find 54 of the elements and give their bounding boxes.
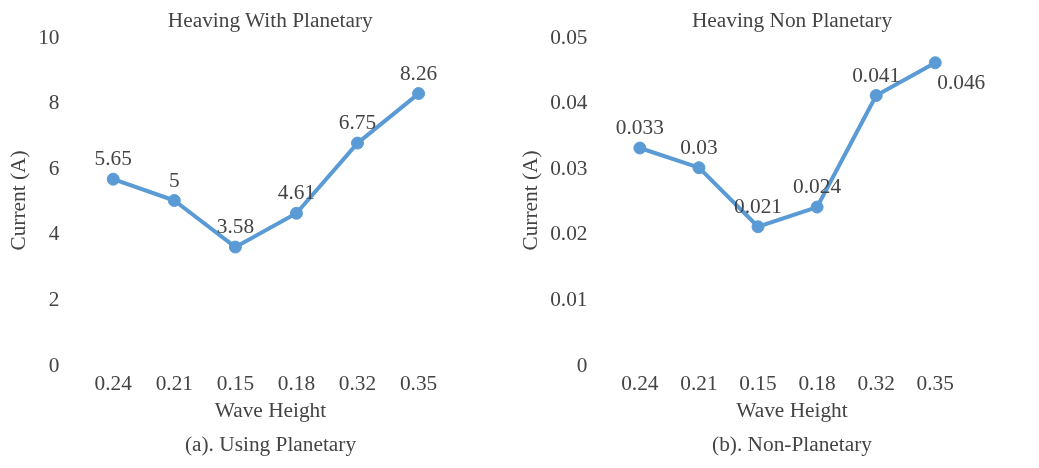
x-tick-label: 0.32 bbox=[857, 370, 895, 395]
data-label: 5 bbox=[168, 167, 180, 192]
x-tick-label: 0.15 bbox=[216, 370, 255, 395]
data-label: 0.041 bbox=[852, 62, 901, 87]
y-tick-label: 0.05 bbox=[550, 24, 588, 49]
point bbox=[412, 87, 426, 101]
data-label: 6.75 bbox=[338, 110, 377, 135]
point bbox=[106, 172, 120, 186]
x-tick-label: 0.18 bbox=[798, 370, 836, 395]
y-tick-label: 0.04 bbox=[550, 90, 588, 115]
y-axis-title: Current (A) bbox=[518, 150, 543, 251]
point bbox=[751, 220, 765, 234]
x-axis-title: Wave Height bbox=[214, 397, 327, 422]
y-tick-label: 6 bbox=[48, 155, 60, 180]
data-label: 0.03 bbox=[680, 134, 718, 159]
x-tick-label: 0.35 bbox=[916, 370, 954, 395]
point bbox=[289, 206, 303, 220]
y-tick-label: 2 bbox=[48, 286, 60, 311]
point bbox=[810, 200, 824, 214]
x-tick-label: 0.24 bbox=[621, 370, 659, 395]
y-tick-label: 8 bbox=[48, 90, 60, 115]
point bbox=[167, 194, 181, 207]
x-tick-label: 0.24 bbox=[94, 370, 133, 395]
text: (a). Using Planetary bbox=[184, 431, 357, 456]
y-tick-label: 0.02 bbox=[550, 221, 588, 246]
x-axis-title: Wave Height bbox=[736, 397, 848, 422]
point bbox=[692, 161, 706, 175]
x-tick-label: 0.21 bbox=[155, 370, 193, 395]
x-tick-label: 0.15 bbox=[739, 370, 777, 395]
y-tick-label: 0.01 bbox=[550, 286, 588, 311]
chart-title: Heaving With Planetary bbox=[167, 7, 374, 32]
y-tick-label: 4 bbox=[48, 221, 60, 246]
point bbox=[928, 56, 942, 70]
x-tick-label: 0.35 bbox=[399, 370, 438, 395]
x-tick-label: 0.32 bbox=[338, 370, 377, 395]
point bbox=[351, 136, 365, 150]
data-label: 3.58 bbox=[216, 214, 255, 239]
x-tick-label: 0.21 bbox=[680, 370, 718, 395]
chart-title: Heaving Non Planetary bbox=[691, 7, 893, 32]
text: (b). Non-Planetary bbox=[712, 431, 873, 456]
x-tick-label: 0.18 bbox=[277, 370, 316, 395]
point bbox=[228, 240, 242, 254]
data-label: 5.65 bbox=[94, 146, 132, 171]
y-tick-label: 0.03 bbox=[550, 155, 588, 180]
y-axis-title: Current (A) bbox=[6, 150, 31, 251]
point bbox=[633, 141, 647, 155]
data-label: 0.033 bbox=[615, 115, 664, 140]
point bbox=[869, 89, 883, 103]
data-label: 8.26 bbox=[399, 60, 438, 85]
data-label: 4.61 bbox=[277, 180, 316, 205]
y-tick-label: 0 bbox=[48, 352, 60, 377]
data-label: 0.046 bbox=[937, 69, 986, 94]
y-tick-label: 10 bbox=[38, 24, 60, 49]
y-tick-label: 0 bbox=[576, 352, 588, 377]
